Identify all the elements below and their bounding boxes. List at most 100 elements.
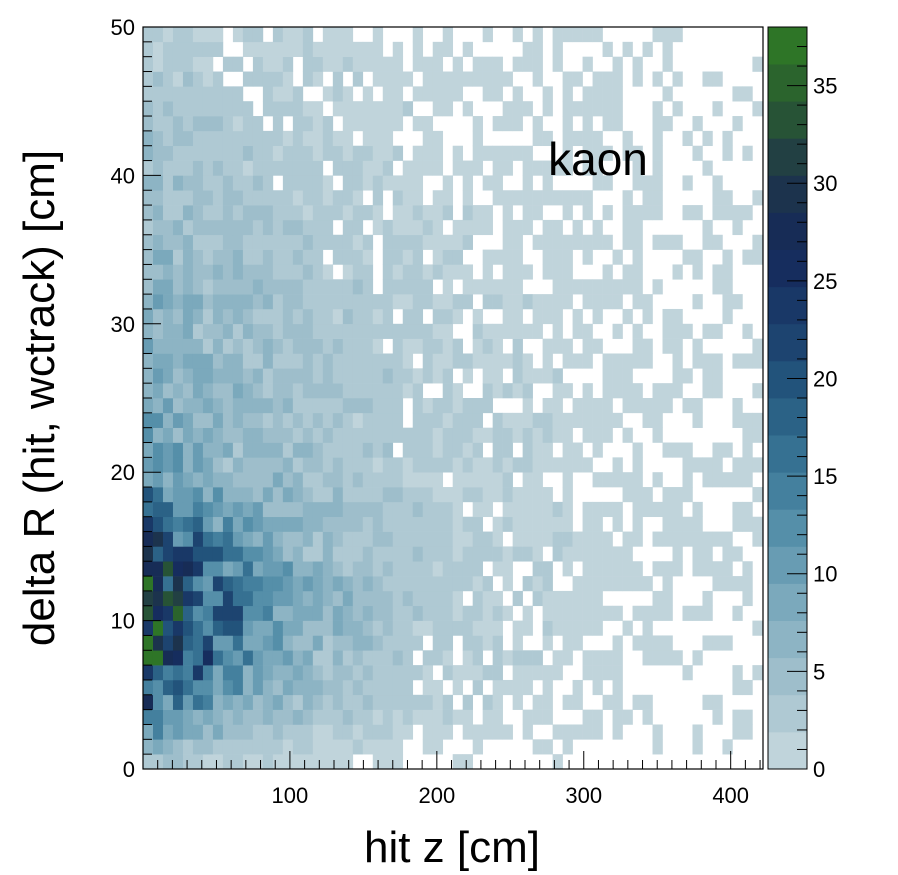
heatmap-cell — [502, 205, 513, 221]
heatmap-cell — [432, 472, 444, 488]
heatmap-cell — [202, 353, 214, 369]
heatmap-cell — [192, 487, 204, 503]
heatmap-cell — [232, 101, 244, 117]
heatmap-cell — [702, 457, 713, 473]
heatmap-cell — [292, 264, 304, 280]
heatmap-cell — [592, 86, 603, 102]
heatmap-cell — [312, 145, 324, 161]
heatmap-cell — [742, 205, 753, 221]
heatmap-cell — [312, 516, 324, 532]
heatmap-cell — [552, 724, 563, 740]
heatmap-cell — [332, 56, 344, 72]
heatmap-cell — [542, 412, 553, 428]
heatmap-cell — [242, 160, 254, 176]
heatmap-cell — [562, 605, 573, 621]
heatmap-cell — [522, 442, 533, 458]
heatmap-cell — [552, 546, 563, 562]
heatmap-cell — [192, 546, 204, 562]
heatmap-cell — [522, 546, 533, 562]
heatmap-cell — [392, 679, 404, 696]
x-tick-label: 400 — [712, 783, 749, 808]
heatmap-cell — [552, 368, 563, 384]
heatmap-cell — [482, 635, 493, 651]
heatmap-cell — [392, 754, 404, 770]
heatmap-cell — [632, 175, 643, 191]
heatmap-cell — [192, 353, 204, 369]
heatmap-cell — [182, 487, 194, 503]
heatmap-cell — [472, 160, 483, 176]
heatmap-cell — [542, 501, 553, 518]
heatmap-cell — [442, 665, 454, 681]
heatmap-cell — [232, 190, 244, 206]
heatmap-cell — [622, 353, 633, 369]
heatmap-cell — [412, 487, 424, 503]
heatmap-cell — [342, 338, 354, 354]
heatmap-cell — [662, 323, 673, 339]
heatmap-cell — [312, 724, 324, 740]
heatmap-cell — [472, 561, 483, 577]
heatmap-cell — [682, 442, 693, 458]
heatmap-cell — [662, 338, 673, 354]
heatmap-cell — [632, 442, 643, 458]
heatmap-cell — [462, 442, 473, 458]
heatmap-cell — [732, 665, 743, 681]
heatmap-cell — [472, 620, 483, 636]
heatmap-cell — [332, 249, 344, 265]
heatmap-cell — [472, 116, 483, 132]
heatmap-cell — [642, 709, 653, 725]
heatmap-cell — [372, 635, 384, 651]
heatmap-cell — [432, 398, 444, 414]
heatmap-cell — [592, 665, 603, 681]
heatmap-cell — [252, 665, 264, 681]
heatmap-cell — [272, 724, 284, 740]
heatmap-cell — [302, 56, 314, 72]
heatmap-cell — [582, 279, 593, 295]
heatmap-cell — [262, 56, 274, 72]
heatmap-cell — [143, 457, 154, 473]
heatmap-cell — [562, 694, 573, 710]
heatmap-cell — [402, 679, 414, 696]
x-tick-label: 300 — [565, 783, 602, 808]
heatmap-cell — [172, 338, 184, 354]
heatmap-cell — [482, 294, 493, 310]
heatmap-cell — [152, 457, 164, 473]
heatmap-cell — [252, 650, 264, 666]
heatmap-cell — [432, 294, 444, 310]
heatmap-cell — [332, 754, 344, 770]
heatmap-cell — [192, 694, 204, 710]
heatmap-cell — [222, 323, 234, 339]
heatmap-cell — [282, 412, 294, 428]
heatmap-cell — [362, 279, 374, 295]
heatmap-cell — [192, 190, 204, 206]
heatmap-cell — [522, 724, 533, 740]
heatmap-cell — [172, 27, 184, 43]
heatmap-cell — [752, 56, 763, 72]
heatmap-cell — [192, 41, 204, 57]
heatmap-cell — [622, 308, 633, 325]
heatmap-cell — [312, 383, 324, 399]
heatmap-cell — [722, 145, 733, 161]
heatmap-cell — [592, 412, 603, 428]
heatmap-cell — [302, 501, 314, 518]
heatmap-cell — [752, 383, 763, 399]
heatmap-cell — [402, 205, 414, 221]
heatmap-cell — [452, 472, 463, 488]
heatmap-cell — [143, 739, 154, 755]
heatmap-cell — [502, 145, 513, 161]
heatmap-cell — [322, 531, 334, 547]
heatmap-cell — [492, 249, 503, 265]
heatmap-cell — [662, 383, 673, 399]
heatmap-cell — [492, 472, 503, 488]
heatmap-cell — [502, 353, 513, 369]
heatmap-cell — [332, 427, 344, 443]
heatmap-cell — [462, 724, 473, 740]
heatmap-cell — [192, 501, 204, 518]
heatmap-cell — [262, 427, 274, 443]
heatmap-cell — [242, 427, 254, 443]
heatmap-cell — [242, 130, 254, 147]
heatmap-cell — [562, 264, 573, 280]
heatmap-cell — [422, 264, 434, 280]
heatmap-cell — [542, 308, 553, 325]
heatmap-cell — [282, 427, 294, 443]
heatmap-cell — [522, 487, 533, 503]
